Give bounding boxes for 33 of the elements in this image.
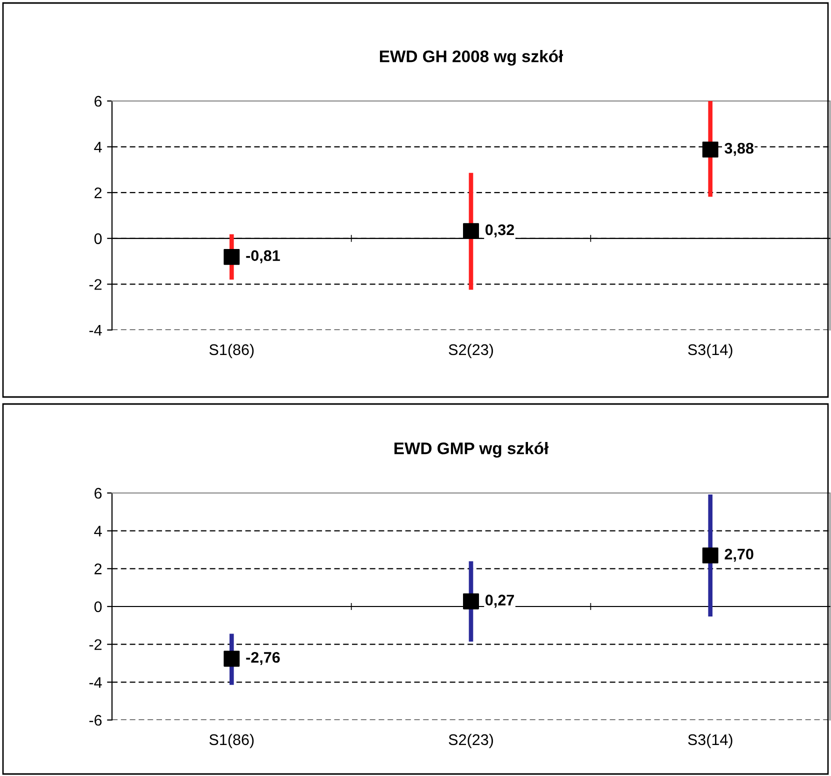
- data-label: 3,88: [724, 142, 754, 156]
- y-tick-label: -2: [89, 279, 102, 290]
- chart-title: EWD GH 2008 wg szkół: [380, 50, 564, 66]
- data-label: 0,27: [485, 594, 514, 608]
- y-tick-label: 2: [94, 564, 102, 574]
- x-tick-label: S3(14): [688, 734, 732, 748]
- point: [463, 593, 479, 610]
- y-tick-label: 6: [94, 96, 102, 107]
- point: [702, 547, 718, 564]
- point: [224, 248, 240, 265]
- y-tick-label: 4: [94, 526, 102, 536]
- x-tick-label: S2(23): [448, 734, 493, 748]
- y-tick-label: -4: [89, 325, 102, 336]
- data-label: 0,32: [485, 224, 514, 238]
- x-tick-label: S3(14): [688, 344, 732, 358]
- y-tick-label: 2: [94, 187, 102, 198]
- point: [224, 650, 240, 667]
- y-tick-label: -4: [89, 677, 102, 688]
- y-tick-label: -2: [89, 639, 102, 650]
- point: [702, 142, 718, 158]
- x-tick-label: S1(86): [209, 734, 254, 748]
- chart-title: EWD GMP wg szkół: [394, 442, 549, 458]
- y-tick-label: 0: [94, 601, 102, 612]
- y-tick-label: 6: [94, 488, 102, 499]
- y-tick-label: 0: [94, 233, 102, 244]
- data-label: -0,81: [246, 250, 280, 264]
- x-tick-label: S2(23): [448, 344, 493, 358]
- x-tick-label: S1(86): [209, 344, 254, 358]
- y-tick-label: -6: [89, 714, 102, 726]
- point: [463, 223, 479, 240]
- data-label: -2,76: [246, 652, 280, 666]
- y-tick-label: 4: [94, 142, 102, 152]
- data-label: 2,70: [724, 548, 754, 562]
